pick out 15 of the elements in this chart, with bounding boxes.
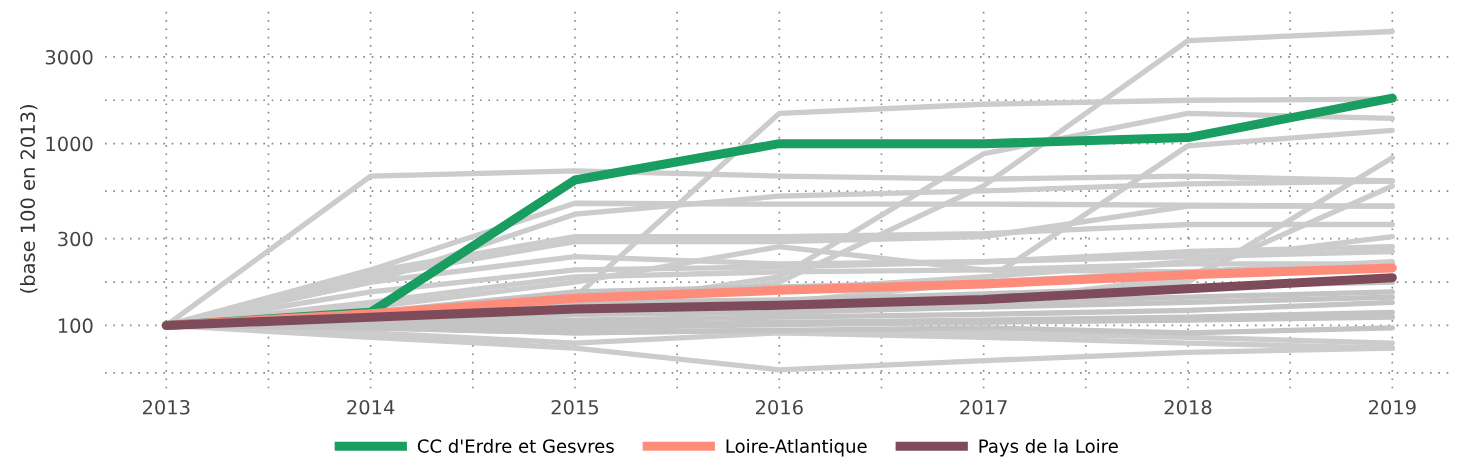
y-tick-label: 1000 bbox=[46, 136, 93, 152]
legend-label: Loire-Atlantique bbox=[726, 438, 867, 457]
y-tick-label: 3000 bbox=[45, 49, 93, 65]
x-tick-label: 2017 bbox=[960, 399, 1007, 415]
x-tick-label: 2015 bbox=[551, 399, 598, 415]
x-tick-label: 2013 bbox=[142, 399, 190, 415]
x-tick-label: 2019 bbox=[1369, 399, 1416, 415]
y-tick-label: 300 bbox=[58, 231, 93, 247]
x-tick-label: 2014 bbox=[347, 399, 395, 415]
y-axis-title: (base 100 en 2013) bbox=[20, 105, 38, 293]
legend-label: Pays de la Loire bbox=[979, 438, 1118, 457]
legend-label: CC d'Erdre et Gesvres bbox=[417, 438, 614, 453]
x-tick-label: 2016 bbox=[755, 399, 803, 415]
y-tick-label: 100 bbox=[58, 318, 93, 334]
x-tick-label: 2018 bbox=[1164, 399, 1212, 415]
